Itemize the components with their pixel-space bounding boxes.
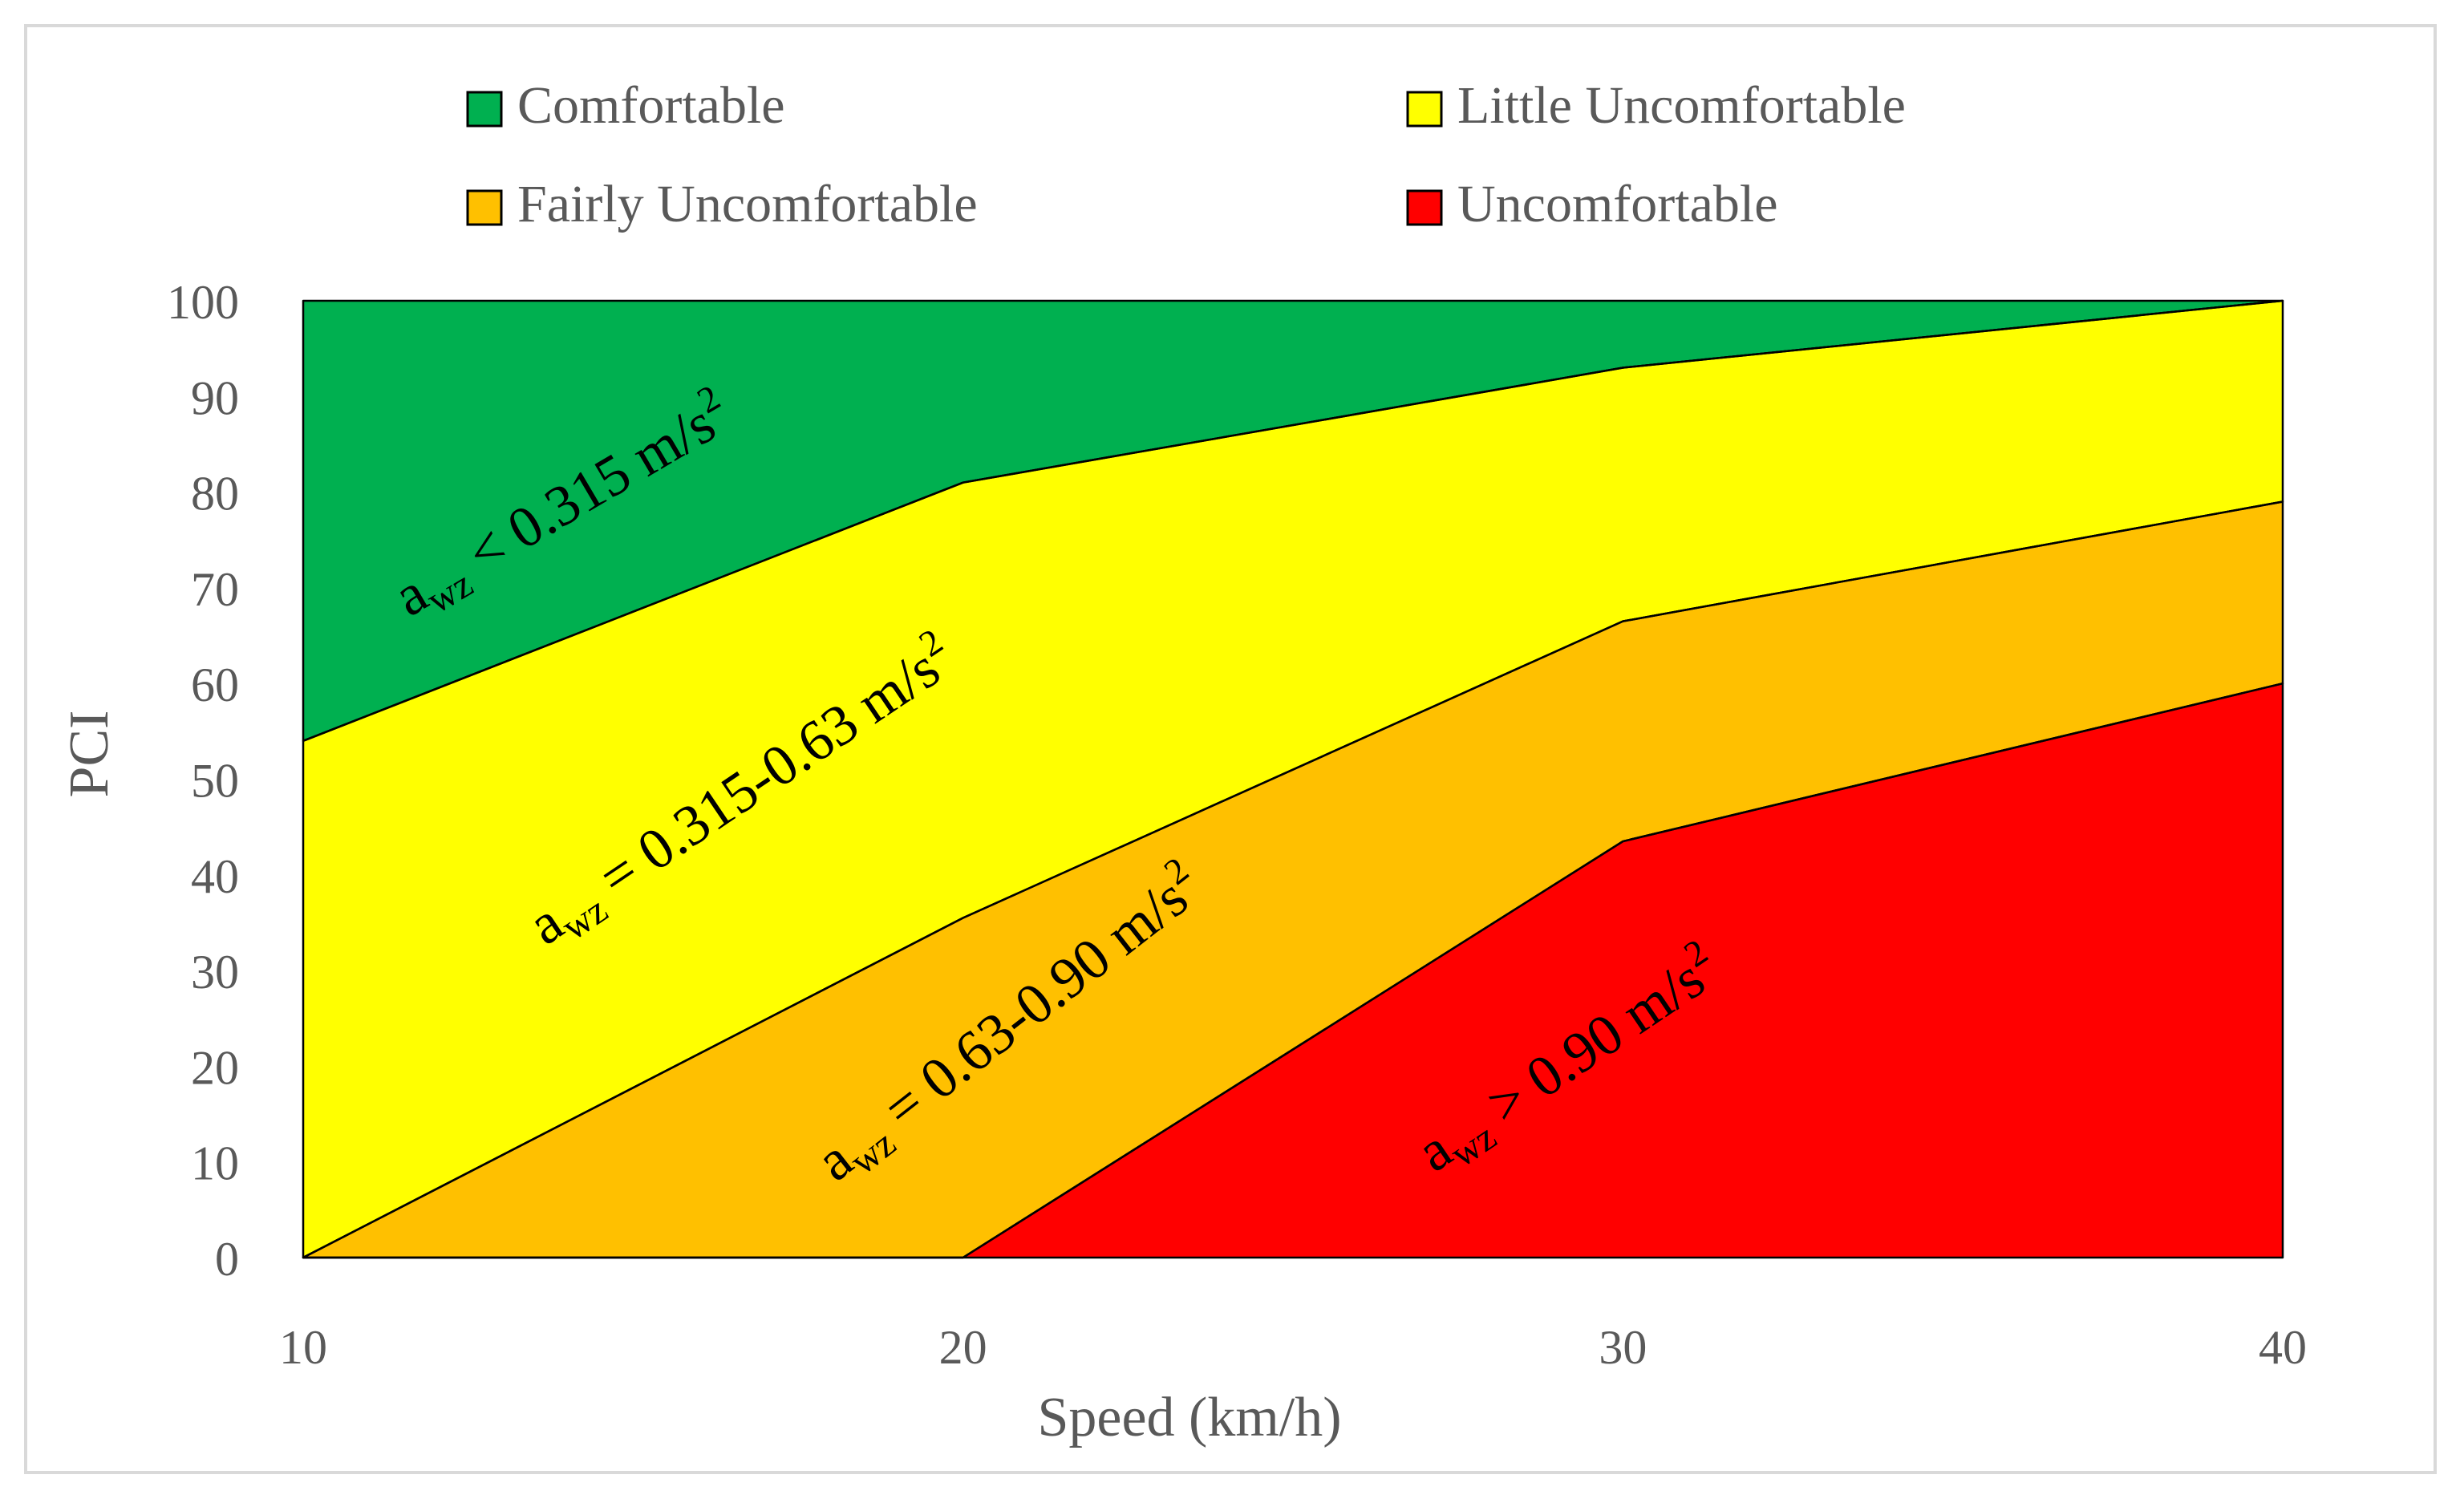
y-tick-label: 30: [191, 946, 239, 999]
legend-item-comfortable: Comfortable: [466, 76, 785, 135]
legend-label: Little Uncomfortable: [1457, 76, 1906, 135]
legend-item-little-uncomfortable: Little Uncomfortable: [1406, 76, 1906, 135]
y-tick-label: 10: [191, 1137, 239, 1190]
y-tick-label: 50: [191, 755, 239, 808]
y-axis-ticks: 0 10 20 30 40 50 60 70 80 90 100: [167, 276, 239, 1286]
x-tick-label: 30: [1599, 1321, 1647, 1374]
legend-swatch: [466, 189, 503, 226]
y-tick-label: 40: [191, 850, 239, 903]
legend-label: Uncomfortable: [1457, 175, 1778, 233]
y-tick-label: 80: [191, 468, 239, 521]
x-axis-ticks: 10 20 30 40: [279, 1321, 2307, 1374]
legend-swatch: [466, 91, 503, 128]
x-axis-label: Speed (km/h): [1037, 1387, 1341, 1448]
y-tick-label: 0: [215, 1233, 239, 1286]
legend-item-fairly-uncomfortable: Fairly Uncomfortable: [466, 175, 978, 233]
area-layer: [302, 299, 2284, 1259]
boundary-line-2: [302, 500, 2284, 1259]
x-tick-label: 40: [2259, 1321, 2307, 1374]
y-axis-label: PCI: [59, 711, 120, 798]
boundary-line-1: [302, 299, 2284, 742]
y-tick-label: 20: [191, 1041, 239, 1094]
y-tick-label: 90: [191, 371, 239, 424]
legend-label: Comfortable: [517, 76, 785, 135]
legend-label: Fairly Uncomfortable: [517, 175, 978, 233]
boundary-line-3: [303, 682, 2284, 1259]
boundary-line-layer: [302, 299, 2284, 1259]
y-tick-label: 70: [191, 563, 239, 616]
y-tick-label: 100: [167, 276, 239, 329]
x-tick-label: 20: [939, 1321, 987, 1374]
x-tick-label: 10: [279, 1321, 327, 1374]
legend-swatch: [1406, 91, 1443, 128]
legend-item-uncomfortable: Uncomfortable: [1406, 175, 1778, 233]
legend-swatch: [1406, 189, 1443, 226]
legend: Comfortable Little Uncomfortable Fairly Un…: [466, 76, 1906, 233]
y-tick-label: 60: [191, 658, 239, 711]
